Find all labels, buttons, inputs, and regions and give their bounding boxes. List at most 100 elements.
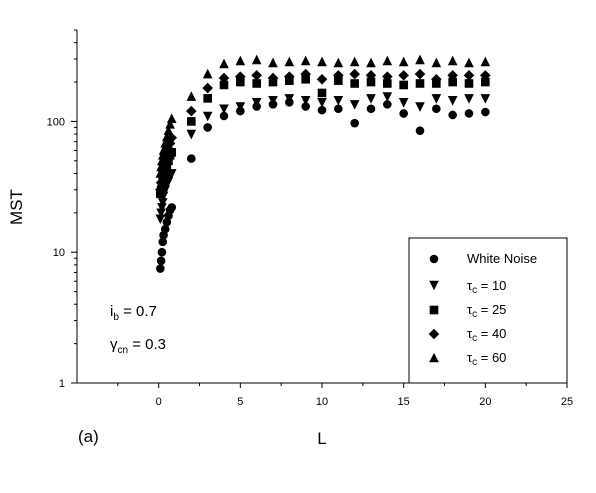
data-point-triangle-up [186, 91, 197, 101]
x-tick-label: 15 [398, 396, 410, 408]
legend-label: White Noise [467, 251, 537, 266]
legend-marker-diamond [428, 328, 440, 340]
data-point-triangle-up [163, 125, 174, 135]
data-point-triangle-up [464, 57, 474, 68]
legend-item-tau-10: τc = 10 [429, 278, 506, 296]
data-point-triangle-down [251, 98, 262, 108]
legend-marker-circle [429, 254, 439, 264]
x-tick-label: 0 [156, 396, 162, 408]
data-point-diamond [480, 70, 491, 81]
legend-label: τc = 25 [467, 302, 506, 320]
data-point-triangle-up [349, 56, 360, 67]
x-tick-label: 25 [561, 396, 573, 408]
data-point-diamond [300, 68, 311, 80]
data-point-diamond [155, 177, 167, 188]
data-point-triangle-down [447, 96, 458, 106]
legend-item-tau-25: τc = 25 [429, 302, 506, 320]
panel-label: (a) [78, 427, 99, 446]
data-point-triangle-up [219, 58, 229, 69]
x-tick-label: 5 [237, 396, 243, 408]
data-point-triangle-up [317, 56, 327, 67]
data-point-circle [160, 224, 170, 234]
data-point-triangle-up [235, 55, 246, 66]
data-point-triangle-up [268, 57, 278, 68]
data-point-triangle-down [284, 94, 295, 104]
y-tick-label: 1 [59, 378, 65, 390]
data-point-circle [157, 247, 167, 257]
data-point-circle [350, 118, 359, 128]
data-point-triangle-up [398, 56, 409, 67]
legend-marker-square [429, 305, 439, 315]
data-point-square [236, 77, 245, 87]
data-point-square [366, 77, 376, 87]
data-point-triangle-down [155, 214, 166, 225]
data-point-circle [383, 100, 392, 109]
legend-item-tau-40: τc = 40 [428, 326, 506, 344]
data-point-circle [158, 237, 168, 247]
series-circle [156, 98, 490, 273]
data-point-triangle-up [300, 55, 311, 66]
data-point-triangle-down [268, 96, 278, 106]
data-point-diamond [382, 71, 393, 82]
data-point-circle [156, 264, 165, 273]
data-point-triangle-up [157, 150, 168, 160]
data-point-circle [399, 109, 408, 118]
data-point-circle [219, 111, 229, 121]
data-point-square [415, 79, 425, 88]
y-ticks: 1 10 100 [47, 29, 77, 390]
legend-marker-triangle-down [429, 280, 439, 291]
x-ticks: 0 5 10 15 20 25 [117, 383, 573, 408]
data-point-diamond [463, 70, 475, 81]
y-tick-label: 100 [47, 116, 65, 128]
x-tick-label: 10 [316, 396, 328, 408]
legend-label: τc = 10 [467, 278, 506, 296]
series-layer [155, 54, 491, 273]
data-point-triangle-down [480, 94, 491, 104]
data-point-circle [366, 104, 376, 114]
data-point-diamond [158, 160, 169, 171]
legend-item-white-noise: White Noise [429, 251, 537, 266]
data-point-circle [432, 104, 441, 114]
data-point-circle [167, 203, 177, 212]
data-point-triangle-down [219, 104, 229, 115]
data-point-diamond [398, 70, 409, 81]
data-point-triangle-down [464, 94, 474, 104]
data-point-triangle-up [157, 155, 167, 166]
data-point-triangle-up [251, 54, 262, 65]
series-square [156, 74, 490, 199]
data-point-diamond [316, 73, 328, 85]
series-triangle-up [155, 54, 491, 178]
data-point-triangle-down [431, 94, 442, 104]
data-point-square [464, 79, 474, 88]
data-point-square [187, 117, 196, 126]
data-point-triangle-up [165, 119, 175, 129]
data-point-triangle-up [160, 138, 170, 148]
data-point-triangle-up [156, 161, 166, 172]
data-point-triangle-down [366, 94, 376, 104]
data-point-diamond [365, 70, 377, 81]
data-point-triangle-up [166, 113, 177, 123]
data-point-triangle-up [158, 145, 169, 155]
data-point-diamond [284, 71, 295, 82]
data-point-triangle-down [349, 100, 360, 110]
legend-marker-triangle-up [429, 352, 439, 363]
y-tick-label: 10 [53, 247, 65, 259]
data-point-triangle-up [431, 57, 442, 68]
data-point-circle [448, 110, 457, 120]
legend: White Noise τc = 10 τc = 25 τc = 40 τc =… [408, 237, 568, 384]
legend-label: τc = 60 [467, 350, 506, 368]
data-point-triangle-up [202, 68, 213, 79]
data-point-circle [481, 107, 490, 117]
data-point-square [252, 79, 261, 88]
data-point-square [167, 148, 177, 157]
data-point-diamond [186, 105, 197, 117]
data-point-triangle-down [186, 129, 197, 140]
data-point-triangle-down [398, 98, 409, 108]
data-point-diamond [447, 70, 458, 81]
data-point-diamond [431, 73, 442, 85]
x-tick-label: 20 [479, 396, 491, 408]
data-point-diamond [414, 68, 426, 80]
data-point-diamond [202, 82, 213, 94]
data-point-triangle-up [155, 168, 166, 178]
